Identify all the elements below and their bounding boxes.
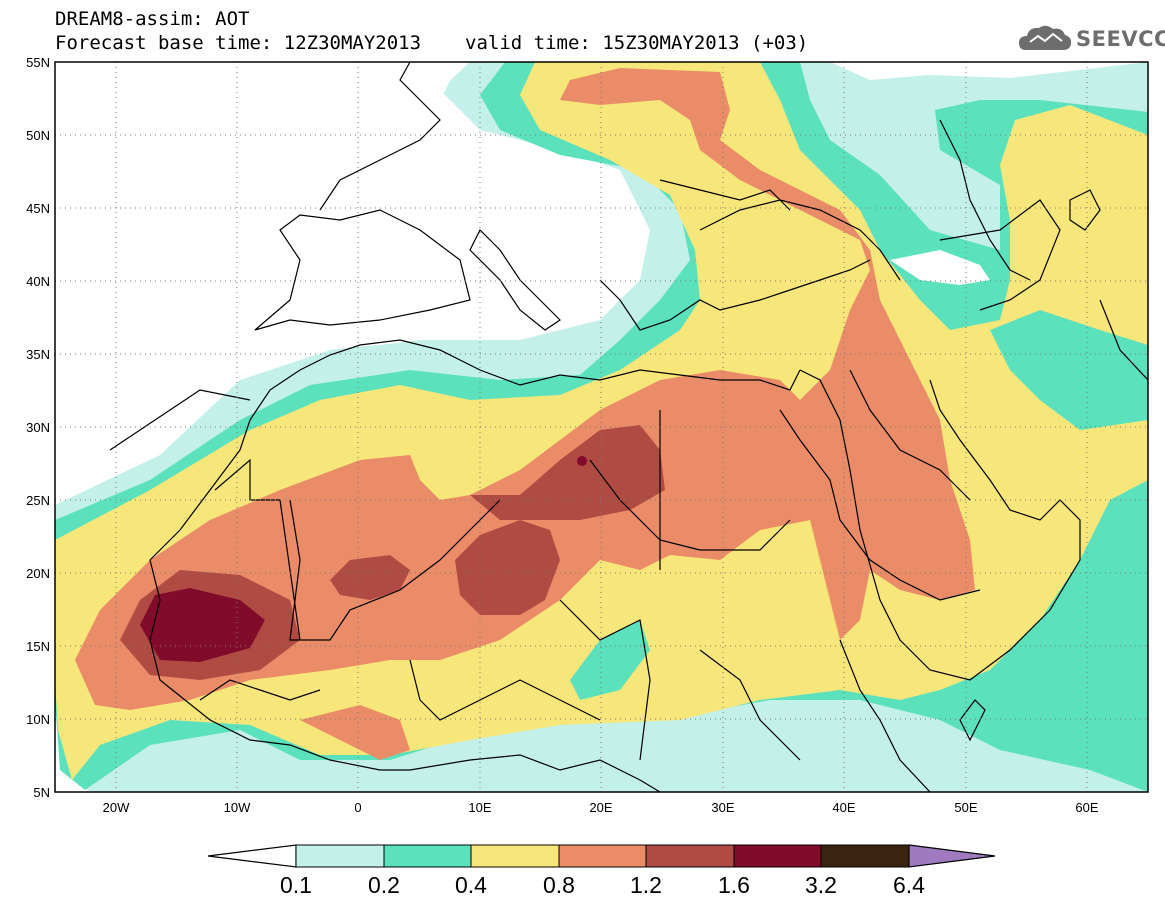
graticule — [55, 62, 1148, 792]
map-frame — [54, 61, 1149, 793]
lon-tick: 60E — [1075, 800, 1098, 815]
colorbar-bin-0.2 — [383, 844, 472, 868]
lat-tick: 30N — [26, 420, 50, 435]
lon-tick: 30E — [711, 800, 734, 815]
lon-tick: 10W — [224, 800, 251, 815]
colorbar-min-arrow — [207, 844, 297, 868]
lat-tick: 20N — [26, 566, 50, 581]
map-title: DREAM8-assim: AOT — [55, 8, 250, 30]
valid-time: valid time: 15Z30MAY2013 (+03) — [465, 32, 809, 54]
logo: SEEVCCC — [1018, 22, 1165, 56]
aot-zone-1.6-spot — [577, 456, 587, 466]
lon-tick: 50E — [954, 800, 977, 815]
colorbar-label: 6.4 — [893, 872, 925, 898]
logo-text: SEEVCCC — [1076, 27, 1165, 51]
colorbar-label: 0.1 — [280, 872, 312, 898]
lat-tick: 50N — [26, 128, 50, 143]
time-info: Forecast base time: 12Z30MAY2013 valid ti… — [55, 32, 808, 54]
colorbar-bin-0.4 — [470, 844, 560, 868]
colorbar-label: 0.4 — [455, 872, 487, 898]
colorbar-label: 3.2 — [805, 872, 837, 898]
colorbar-bin-3.2 — [820, 844, 910, 868]
lat-tick: 55N — [26, 55, 50, 70]
lat-tick: 40N — [26, 274, 50, 289]
lat-tick: 35N — [26, 347, 50, 362]
lat-tick: 45N — [26, 201, 50, 216]
lat-tick: 15N — [26, 639, 50, 654]
colorbar-bin-1.6 — [733, 844, 822, 868]
lat-tick: 10N — [26, 712, 50, 727]
aot-zone-1.6 — [140, 588, 265, 662]
lat-axis: 5N 10N 15N 20N 25N 30N 35N 40N 45N 50N 5… — [26, 55, 50, 800]
colorbar-bin-0.8 — [558, 844, 647, 868]
colorbar: 0.1 0.2 0.4 0.8 1.2 1.6 3.2 6.4 — [207, 844, 996, 898]
aot-zone-0.2-east — [990, 310, 1148, 430]
coastlines — [109, 62, 1148, 792]
colorbar-max-arrow — [908, 844, 996, 868]
lat-tick: 25N — [26, 493, 50, 508]
aot-zone-0.8 — [75, 68, 975, 760]
lon-tick: 20W — [103, 800, 130, 815]
colorbar-label: 1.2 — [630, 872, 662, 898]
aot-zone-below-0.1-caucasus — [890, 250, 990, 285]
base-time: Forecast base time: 12Z30MAY2013 — [55, 32, 422, 54]
lon-tick: 10E — [468, 800, 491, 815]
aot-zone-0.2-chad — [570, 620, 650, 700]
colorbar-label: 1.6 — [718, 872, 750, 898]
aot-zone-below-0.1 — [55, 62, 635, 470]
lon-tick: 0 — [354, 800, 361, 815]
colorbar-label: 0.2 — [368, 872, 400, 898]
lon-tick: 20E — [589, 800, 612, 815]
lon-axis: 20W 10W 0 10E 20E 30E 40E 50E 60E — [103, 800, 1099, 815]
cloud-icon — [1019, 25, 1072, 50]
colorbar-label: 0.8 — [543, 872, 575, 898]
lat-tick: 5N — [33, 785, 50, 800]
colorbar-bin-1.2 — [645, 844, 735, 868]
lon-tick: 40E — [832, 800, 855, 815]
colorbar-bin-0.1 — [295, 844, 385, 868]
